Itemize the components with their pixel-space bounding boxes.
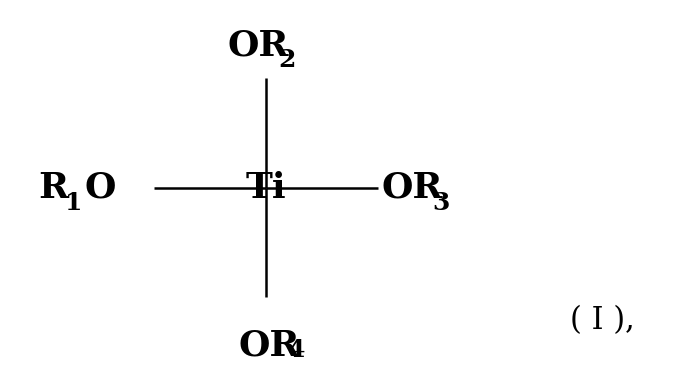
- Text: 2: 2: [278, 48, 295, 72]
- Text: R: R: [38, 171, 69, 204]
- Text: ( I ),: ( I ),: [570, 305, 634, 336]
- Text: 1: 1: [65, 190, 83, 215]
- Text: Ti: Ti: [246, 171, 286, 204]
- Text: OR: OR: [238, 328, 300, 362]
- Text: O: O: [84, 171, 116, 204]
- Text: OR: OR: [228, 29, 289, 63]
- Text: 4: 4: [288, 338, 306, 362]
- Text: 3: 3: [432, 190, 449, 215]
- Text: OR: OR: [382, 171, 443, 204]
